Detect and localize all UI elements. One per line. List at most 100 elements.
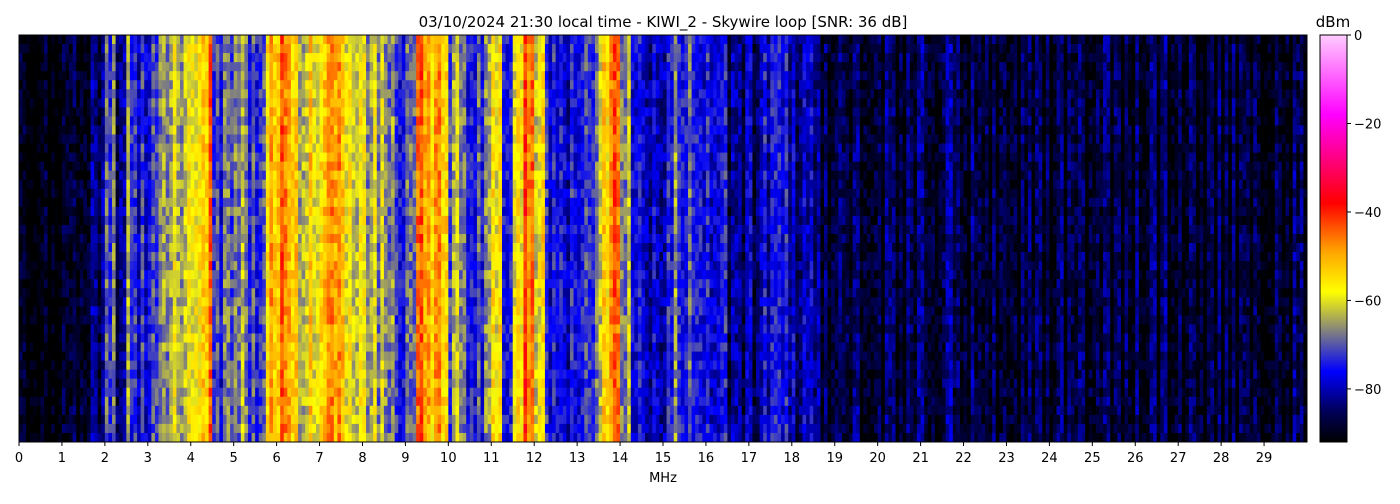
heatmap-cell: [287, 152, 292, 163]
heatmap-cell: [119, 297, 124, 307]
heatmap-cell: [344, 98, 349, 108]
heatmap-cell: [72, 333, 77, 343]
heatmap-cell: [358, 197, 363, 208]
heatmap-cell: [244, 152, 249, 163]
heatmap-cell: [208, 387, 213, 398]
heatmap-cell: [194, 170, 199, 181]
heatmap-cell: [22, 423, 27, 434]
heatmap-cell: [86, 53, 91, 63]
heatmap-cell: [251, 89, 256, 99]
heatmap-cell: [33, 206, 38, 217]
heatmap-cell: [351, 324, 356, 334]
heatmap-cell: [215, 369, 220, 380]
heatmap-cell: [29, 324, 34, 334]
heatmap-cell: [323, 270, 328, 280]
heatmap-cell: [230, 44, 235, 54]
heatmap-cell: [398, 396, 403, 407]
heatmap-cell: [140, 233, 145, 244]
heatmap-cell: [219, 261, 224, 271]
heatmap-cell: [108, 116, 113, 126]
heatmap-cell: [312, 261, 317, 271]
heatmap-cell: [180, 252, 184, 262]
heatmap-cell: [180, 170, 184, 181]
heatmap-cell: [58, 170, 63, 181]
heatmap-cell: [348, 387, 353, 398]
heatmap-cell: [76, 297, 81, 307]
heatmap-cell: [233, 53, 238, 63]
heatmap-cell: [330, 98, 335, 108]
heatmap-cell: [276, 170, 281, 181]
heatmap-cell: [162, 134, 167, 144]
heatmap-cell: [276, 315, 281, 325]
heatmap-cell: [394, 80, 399, 90]
heatmap-cell: [36, 270, 41, 280]
heatmap-cell: [47, 161, 52, 172]
heatmap-cell: [301, 143, 306, 153]
heatmap-cell: [69, 342, 74, 352]
heatmap-cell: [233, 143, 238, 153]
heatmap-cell: [90, 143, 95, 153]
heatmap-cell: [133, 369, 138, 380]
heatmap-cell: [76, 252, 81, 262]
heatmap-cell: [158, 297, 163, 307]
heatmap-cell: [104, 224, 109, 235]
heatmap-cell: [215, 89, 220, 99]
heatmap-cell: [129, 80, 134, 90]
heatmap-cell: [172, 279, 177, 289]
heatmap-cell: [269, 306, 274, 316]
heatmap-cell: [258, 179, 263, 190]
heatmap-cell: [144, 279, 149, 289]
heatmap-cell: [72, 179, 77, 190]
heatmap-cell: [351, 333, 356, 343]
heatmap-cell: [172, 116, 177, 126]
heatmap-cell: [287, 206, 292, 217]
heatmap-cell: [391, 107, 396, 117]
heatmap-cell: [26, 98, 31, 108]
heatmap-cell: [76, 423, 81, 434]
heatmap-cell: [391, 143, 396, 153]
heatmap-cell: [197, 161, 202, 172]
heatmap-cell: [251, 396, 256, 407]
heatmap-cell: [137, 252, 142, 262]
heatmap-cell: [201, 80, 206, 90]
heatmap-cell: [94, 405, 99, 416]
heatmap-cell: [205, 279, 210, 289]
heatmap-cell: [79, 423, 84, 434]
heatmap-cell: [176, 53, 181, 63]
heatmap-cell: [398, 387, 403, 398]
heatmap-cell: [394, 279, 399, 289]
heatmap-cell: [244, 188, 249, 199]
heatmap-cell: [122, 378, 127, 389]
heatmap-cell: [298, 405, 303, 416]
heatmap-cell: [165, 125, 170, 135]
heatmap-cell: [294, 44, 299, 54]
heatmap-cell: [262, 206, 267, 217]
heatmap-cell: [205, 378, 210, 389]
heatmap-cell: [230, 432, 235, 443]
heatmap-cell: [144, 387, 149, 398]
heatmap-cell: [201, 351, 206, 361]
heatmap-cell: [187, 134, 192, 144]
heatmap-cell: [51, 71, 56, 81]
heatmap-cell: [212, 297, 217, 307]
heatmap-cell: [394, 306, 399, 316]
heatmap-cell: [108, 161, 113, 172]
heatmap-cell: [398, 89, 403, 99]
heatmap-cell: [230, 215, 235, 226]
heatmap-cell: [83, 107, 88, 117]
heatmap-cell: [169, 179, 174, 190]
heatmap-cell: [337, 405, 342, 416]
heatmap-cell: [222, 279, 227, 289]
heatmap-cell: [219, 342, 224, 352]
heatmap-cell: [154, 396, 159, 407]
heatmap-cell: [255, 396, 260, 407]
heatmap-cell: [258, 297, 263, 307]
heatmap-cell: [405, 288, 410, 298]
heatmap-cell: [383, 315, 388, 325]
heatmap-cell: [383, 188, 388, 199]
heatmap-cell: [165, 215, 170, 226]
heatmap-cell: [144, 134, 149, 144]
heatmap-cell: [97, 53, 102, 63]
heatmap-cell: [305, 279, 310, 289]
heatmap-cell: [412, 35, 417, 45]
